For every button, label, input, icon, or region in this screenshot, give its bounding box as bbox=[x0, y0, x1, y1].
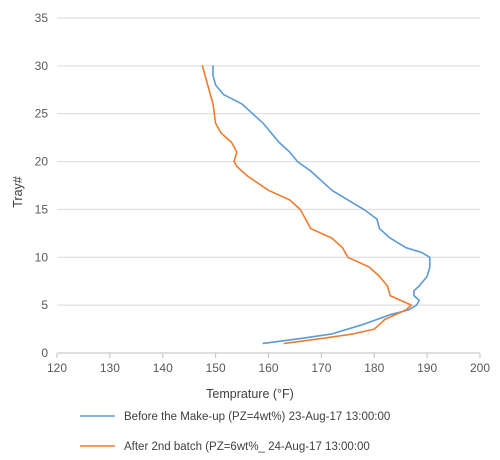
y-tick-label: 15 bbox=[35, 202, 49, 216]
legend-label-after: After 2nd batch (PZ=6wt%_ 24-Aug-17 13:0… bbox=[124, 441, 370, 453]
axes bbox=[57, 353, 480, 358]
x-tick-label: 160 bbox=[258, 361, 278, 375]
y-tick-label: 20 bbox=[35, 155, 49, 169]
x-tick-label: 130 bbox=[100, 361, 120, 375]
y-tick-label: 25 bbox=[35, 107, 49, 121]
legend-label-before: Before the Make-up (PZ=4wt%) 23-Aug-17 1… bbox=[124, 411, 390, 423]
legend-item-before: Before the Make-up (PZ=4wt%) 23-Aug-17 1… bbox=[80, 411, 390, 423]
x-tick-label: 180 bbox=[364, 361, 384, 375]
legend-item-after: After 2nd batch (PZ=6wt%_ 24-Aug-17 13:0… bbox=[80, 441, 370, 453]
x-tick-label: 170 bbox=[311, 361, 331, 375]
x-axis-title: Temprature (°F) bbox=[206, 387, 294, 401]
x-tick-label: 190 bbox=[417, 361, 437, 375]
x-tick-label: 140 bbox=[153, 361, 173, 375]
x-tick-label: 150 bbox=[206, 361, 226, 375]
series-lines bbox=[202, 66, 429, 344]
gridlines bbox=[57, 18, 480, 305]
y-axis-title: Tray# bbox=[11, 176, 25, 208]
x-tick-label: 120 bbox=[47, 361, 67, 375]
y-tick-label: 5 bbox=[41, 298, 48, 312]
y-tick-label: 10 bbox=[35, 250, 49, 264]
y-tick-label: 0 bbox=[41, 346, 48, 360]
series-line-before bbox=[213, 66, 430, 344]
x-tick-label: 200 bbox=[470, 361, 490, 375]
y-tick-labels: 0 5 10 15 20 25 30 35 bbox=[35, 11, 49, 360]
x-tick-labels: 120 130 140 150 160 170 180 190 200 bbox=[47, 361, 490, 375]
y-tick-label: 30 bbox=[35, 59, 49, 73]
legend: Before the Make-up (PZ=4wt%) 23-Aug-17 1… bbox=[80, 411, 390, 453]
series-line-after bbox=[202, 66, 411, 344]
y-tick-label: 35 bbox=[35, 11, 49, 25]
